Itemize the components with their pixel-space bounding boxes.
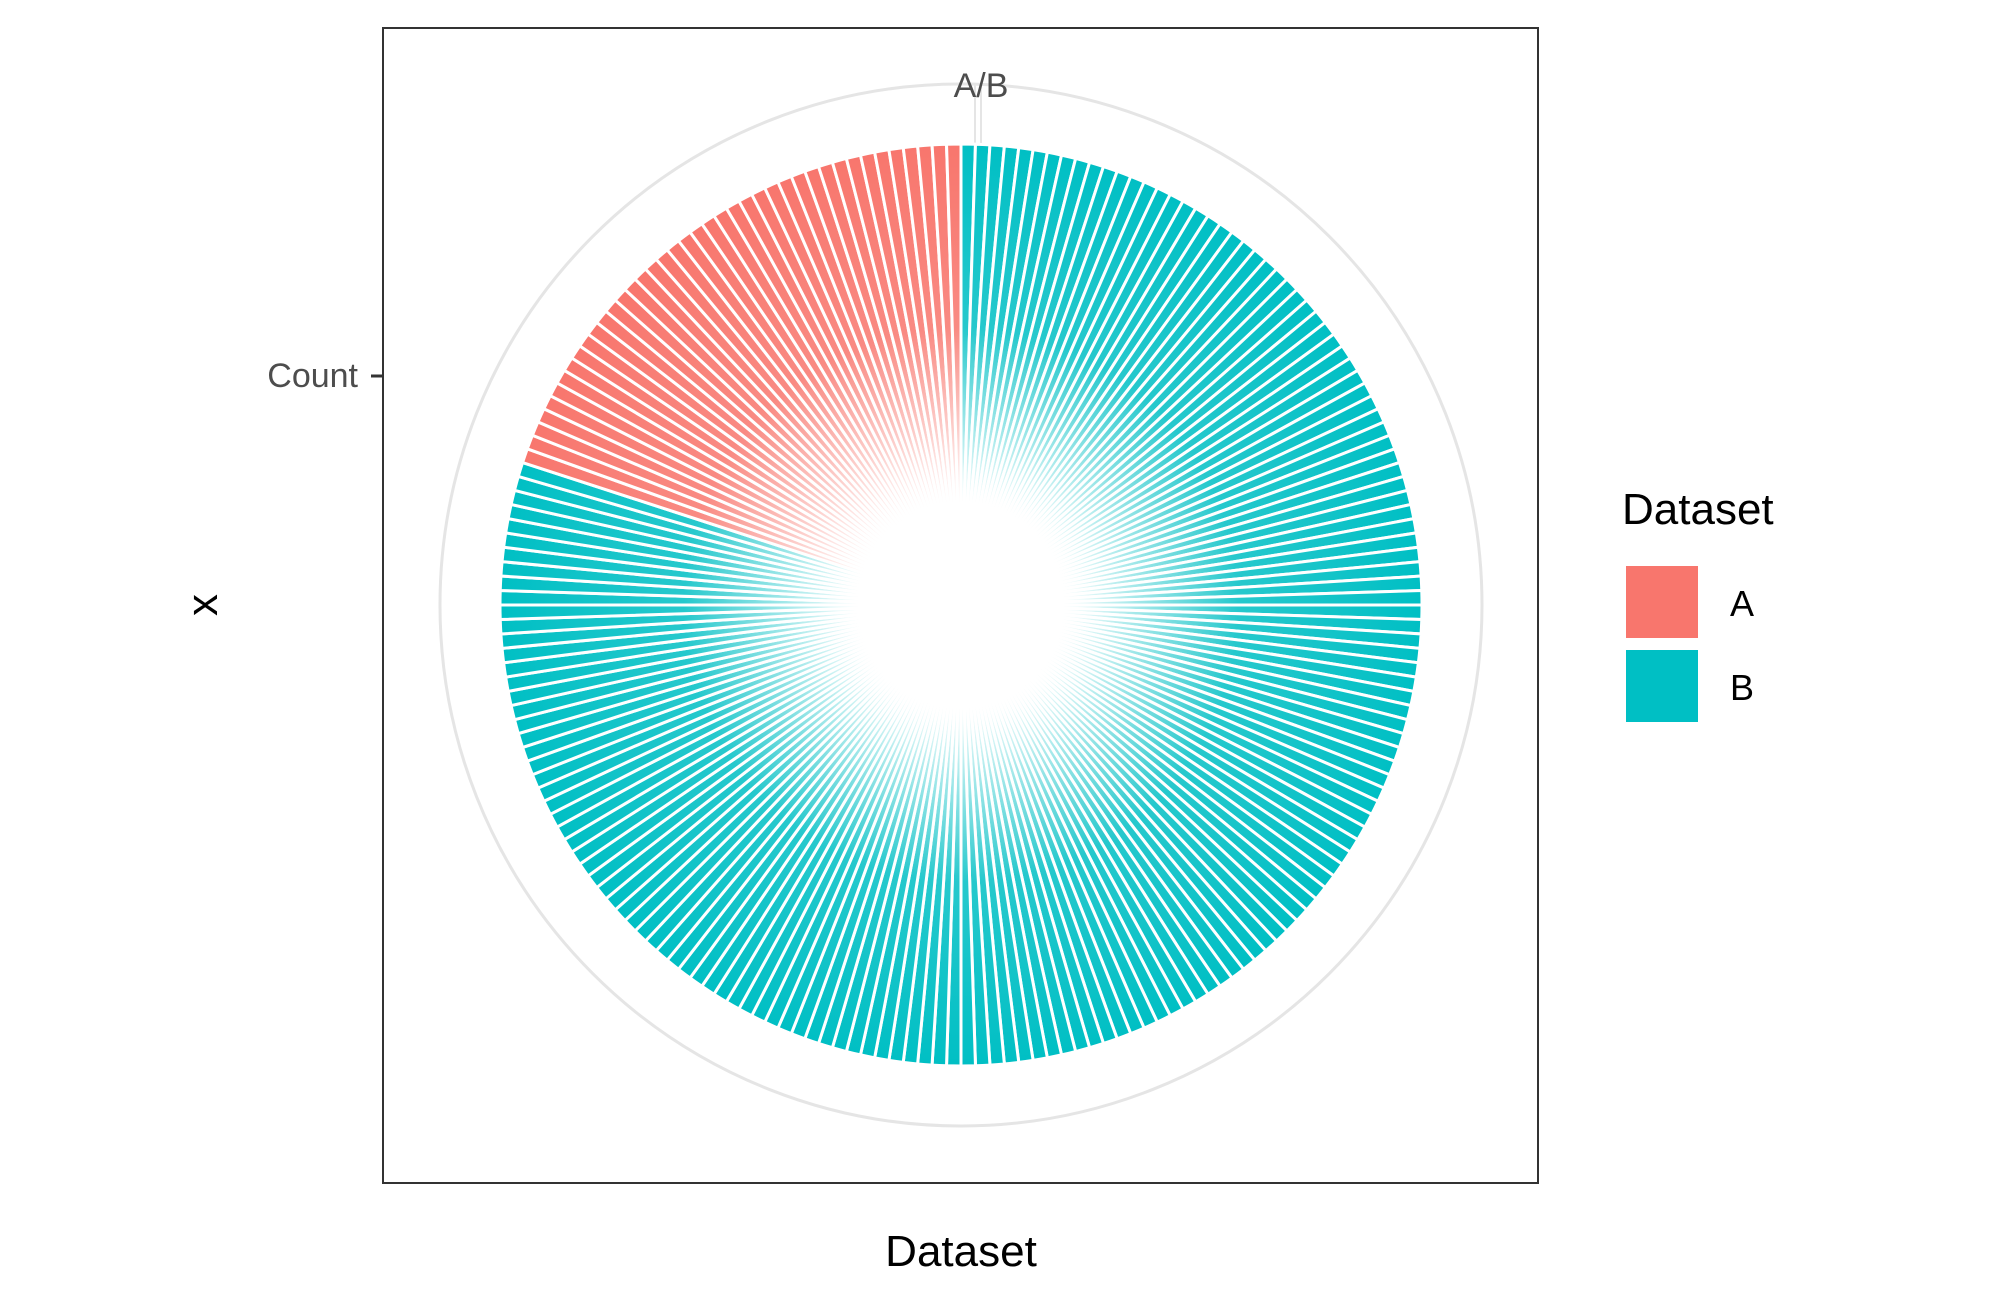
- legend-label-a: A: [1730, 583, 1754, 624]
- legend-swatch-b: [1626, 650, 1698, 722]
- legend-title: Dataset: [1622, 485, 1774, 534]
- x-tick-label: A/B: [954, 67, 1009, 105]
- y-tick-label: Count: [267, 357, 358, 395]
- legend-label-b: B: [1730, 667, 1754, 708]
- x-axis-title: Dataset: [885, 1227, 1037, 1276]
- y-axis-title: x: [178, 594, 227, 616]
- pie-slice-a: [944, 142, 963, 606]
- grid-circle: [438, 82, 1484, 1128]
- legend-swatch-a: [1626, 566, 1698, 638]
- pie-slices: [498, 142, 1424, 1068]
